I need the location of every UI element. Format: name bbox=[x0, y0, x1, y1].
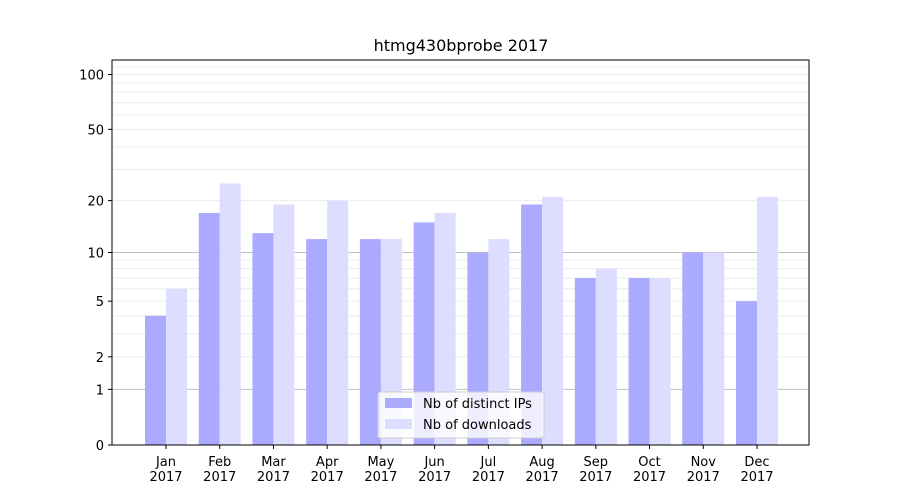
bar-distinct-ips bbox=[359, 239, 381, 445]
x-tick-label: May 2017 bbox=[364, 455, 397, 485]
y-tick-label: 10 bbox=[87, 247, 104, 262]
y-tick-label: 0 bbox=[96, 439, 104, 454]
legend-box bbox=[377, 391, 545, 439]
y-tick-label: 50 bbox=[87, 123, 104, 138]
bar-distinct-ips bbox=[682, 252, 704, 445]
x-tick-label: Nov 2017 bbox=[687, 455, 720, 485]
x-tick-label: Oct 2017 bbox=[633, 455, 666, 485]
bar-distinct-ips bbox=[521, 204, 543, 445]
bar-distinct-ips bbox=[736, 301, 757, 445]
bar-downloads bbox=[703, 252, 725, 445]
bar-distinct-ips bbox=[413, 222, 435, 445]
bar-downloads bbox=[273, 204, 295, 445]
y-tick-label: 2 bbox=[96, 351, 104, 366]
y-tick-label: 20 bbox=[87, 195, 104, 210]
y-tick-label: 100 bbox=[79, 69, 104, 84]
legend: Nb of distinct IPs Nb of downloads bbox=[377, 391, 545, 439]
bar-distinct-ips bbox=[145, 315, 166, 445]
x-tick-label: Dec 2017 bbox=[740, 455, 773, 485]
legend-swatch-downloads bbox=[385, 419, 412, 429]
x-tick-label: Feb 2017 bbox=[203, 455, 236, 485]
bar-downloads bbox=[219, 183, 241, 445]
x-tick-label: Sep 2017 bbox=[579, 455, 612, 485]
x-tick-label: Mar 2017 bbox=[257, 455, 290, 485]
bars bbox=[145, 183, 778, 445]
bar-downloads bbox=[757, 196, 778, 445]
x-tick-label: Jun 2017 bbox=[418, 455, 451, 485]
legend-swatch-distinct-ips bbox=[385, 398, 412, 408]
y-tick-label: 5 bbox=[96, 295, 104, 310]
y-tick-label: 1 bbox=[96, 383, 104, 398]
bar-downloads bbox=[649, 278, 671, 445]
legend-label-downloads: Nb of downloads bbox=[423, 418, 532, 433]
x-tick-label: Apr 2017 bbox=[311, 455, 344, 485]
bar-distinct-ips bbox=[198, 212, 220, 445]
bar-distinct-ips bbox=[306, 239, 328, 445]
bar-downloads bbox=[327, 200, 349, 445]
bar-distinct-ips bbox=[628, 278, 650, 445]
x-axis: Jan 2017 Feb 2017 Mar 2017 Apr 2017 May 2017 Jun 20… bbox=[149, 445, 774, 485]
y-axis: 0 1 2 5 10 20 50 100 bbox=[79, 69, 112, 454]
bar-distinct-ips bbox=[252, 233, 274, 445]
x-tick-label: Jul 2017 bbox=[472, 455, 505, 485]
legend-label-distinct-ips: Nb of distinct IPs bbox=[423, 397, 532, 412]
bar-distinct-ips bbox=[574, 278, 596, 445]
x-tick-label: Aug 2017 bbox=[526, 455, 559, 485]
bar-downloads bbox=[434, 212, 456, 445]
chart-title: htmg430bprobe 2017 bbox=[374, 36, 549, 55]
bar-downloads bbox=[166, 288, 187, 445]
x-tick-label: Jan 2017 bbox=[149, 455, 182, 485]
bar-downloads bbox=[542, 196, 564, 445]
bar-downloads bbox=[595, 268, 617, 445]
